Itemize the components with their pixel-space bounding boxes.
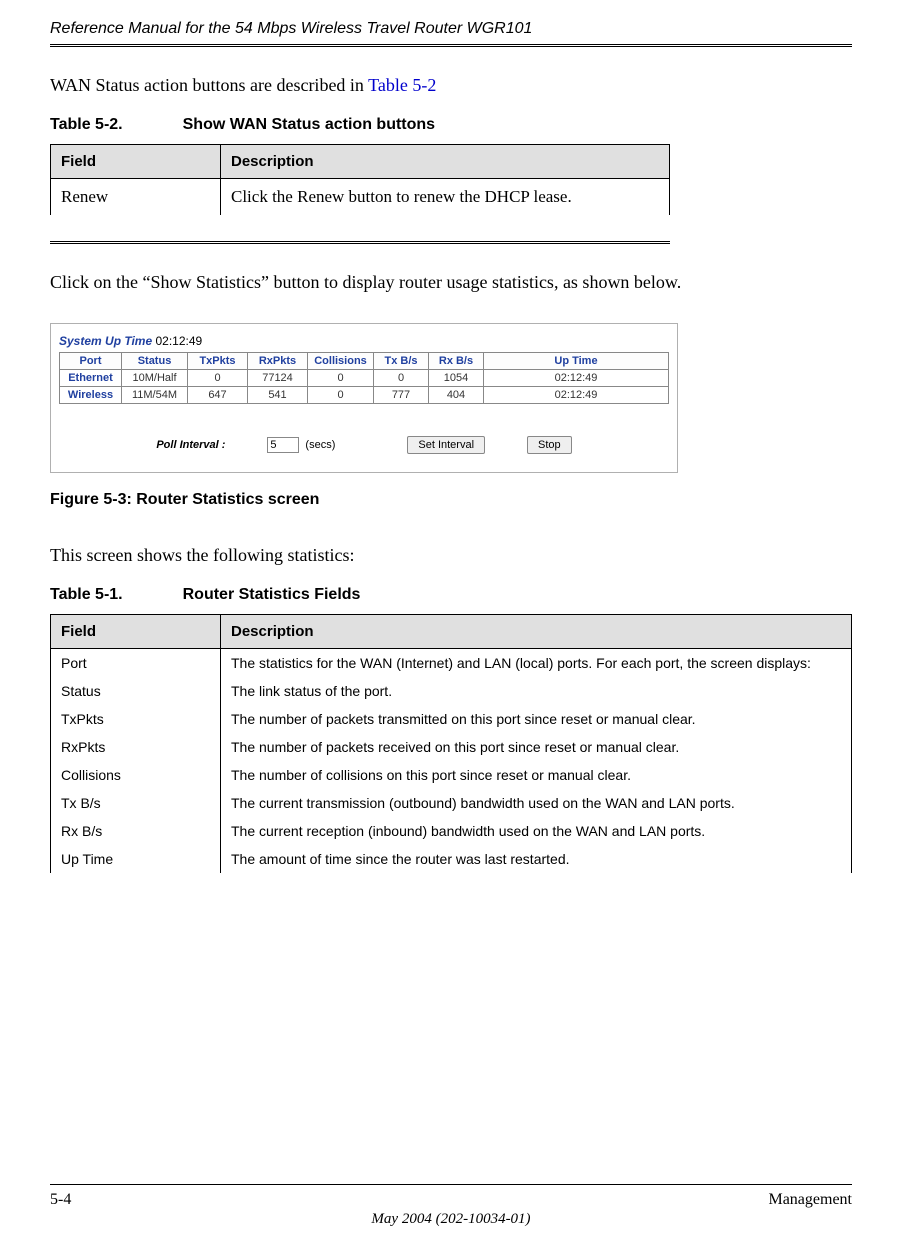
wan-table-title: Show WAN Status action buttons — [183, 116, 435, 133]
cell-field: Status — [51, 677, 221, 705]
stats-cell: 404 — [429, 387, 484, 404]
cell-desc: The number of packets received on this p… — [221, 733, 852, 761]
stats-cell: Ethernet — [60, 370, 122, 387]
footer-page-number: 5-4 — [50, 1191, 71, 1209]
table-bottom-rule — [50, 241, 670, 244]
stats-row-ethernet: Ethernet 10M/Half 0 77124 0 0 1054 02:12… — [60, 370, 669, 387]
table-row: Renew Click the Renew button to renew th… — [51, 179, 670, 216]
cell-desc: The link status of the port. — [221, 677, 852, 705]
poll-interval-unit: (secs) — [305, 439, 335, 451]
col-field: Field — [51, 615, 221, 649]
cell-field: TxPkts — [51, 705, 221, 733]
stats-cell: 0 — [308, 387, 374, 404]
cell-field: RxPkts — [51, 733, 221, 761]
stats-col-port: Port — [60, 353, 122, 370]
cell-desc: The number of packets transmitted on thi… — [221, 705, 852, 733]
show-statistics-text: Click on the “Show Statistics” button to… — [50, 272, 852, 293]
table-link[interactable]: Table 5-2 — [368, 75, 436, 95]
system-up-time: System Up Time 02:12:49 — [59, 330, 669, 352]
col-field: Field — [51, 145, 221, 179]
stats-header-row: Port Status TxPkts RxPkts Collisions Tx … — [60, 353, 669, 370]
stats-cell: 11M/54M — [122, 387, 188, 404]
sysup-value: 02:12:49 — [156, 334, 203, 348]
stats-col-txbs: Tx B/s — [374, 353, 429, 370]
stats-cell: 0 — [308, 370, 374, 387]
cell-field: Renew — [51, 179, 221, 216]
stats-col-uptime: Up Time — [484, 353, 669, 370]
table-row: Tx B/s The current transmission (outboun… — [51, 789, 852, 817]
cell-desc: The number of collisions on this port si… — [221, 761, 852, 789]
stop-button[interactable]: Stop — [527, 436, 572, 454]
stats-cell: 0 — [374, 370, 429, 387]
cell-field: Port — [51, 649, 221, 678]
stats-cell: 10M/Half — [122, 370, 188, 387]
table-row: TxPkts The number of packets transmitted… — [51, 705, 852, 733]
wan-table-caption: Table 5-2.Show WAN Status action buttons — [50, 116, 852, 134]
cell-desc: The current transmission (outbound) band… — [221, 789, 852, 817]
poll-interval-input[interactable] — [267, 437, 299, 453]
col-desc: Description — [221, 145, 670, 179]
footer-date: May 2004 (202-10034-01) — [50, 1211, 852, 1228]
cell-desc: Click the Renew button to renew the DHCP… — [221, 179, 670, 216]
stats-cell: 1054 — [429, 370, 484, 387]
stats-col-txpkts: TxPkts — [188, 353, 248, 370]
header-rule — [50, 44, 852, 47]
stats-cell: 77124 — [248, 370, 308, 387]
router-statistics-fields-table: Field Description Port The statistics fo… — [50, 614, 852, 873]
stats-cell: 0 — [188, 370, 248, 387]
figure-caption: Figure 5-3: Router Statistics screen — [50, 491, 852, 509]
fields-table-caption: Table 5-1.Router Statistics Fields — [50, 586, 852, 604]
set-interval-button[interactable]: Set Interval — [407, 436, 485, 454]
stats-col-rxbs: Rx B/s — [429, 353, 484, 370]
cell-field: Rx B/s — [51, 817, 221, 845]
stats-col-rxpkts: RxPkts — [248, 353, 308, 370]
wan-status-table: Field Description Renew Click the Renew … — [50, 144, 670, 215]
followup-text: This screen shows the following statisti… — [50, 545, 852, 566]
cell-field: Up Time — [51, 845, 221, 873]
cell-field: Tx B/s — [51, 789, 221, 817]
wan-table-number: Table 5-2. — [50, 116, 183, 134]
cell-desc: The current reception (inbound) bandwidt… — [221, 817, 852, 845]
poll-interval-label: Poll Interval : — [156, 439, 225, 451]
intro-text: WAN Status action buttons are described … — [50, 75, 368, 95]
cell-desc: The statistics for the WAN (Internet) an… — [221, 649, 852, 678]
cell-field: Collisions — [51, 761, 221, 789]
stats-col-collisions: Collisions — [308, 353, 374, 370]
table-row: Port The statistics for the WAN (Interne… — [51, 649, 852, 678]
stats-cell: 777 — [374, 387, 429, 404]
table-row: Up Time The amount of time since the rou… — [51, 845, 852, 873]
table-row: Rx B/s The current reception (inbound) b… — [51, 817, 852, 845]
stats-cell: 02:12:49 — [484, 387, 669, 404]
stats-cell: 02:12:49 — [484, 370, 669, 387]
table-header-row: Field Description — [51, 145, 670, 179]
stats-row-wireless: Wireless 11M/54M 647 541 0 777 404 02:12… — [60, 387, 669, 404]
table-row: RxPkts The number of packets received on… — [51, 733, 852, 761]
table-row: Status The link status of the port. — [51, 677, 852, 705]
sysup-label: System Up Time — [59, 334, 152, 348]
statistics-table: Port Status TxPkts RxPkts Collisions Tx … — [59, 352, 669, 404]
footer-section: Management — [768, 1191, 852, 1209]
stats-cell: 647 — [188, 387, 248, 404]
intro-paragraph: WAN Status action buttons are described … — [50, 75, 852, 96]
page-footer: 5-4 Management May 2004 (202-10034-01) — [50, 1184, 852, 1228]
fields-table-title: Router Statistics Fields — [183, 586, 361, 603]
cell-desc: The amount of time since the router was … — [221, 845, 852, 873]
stats-cell: 541 — [248, 387, 308, 404]
stats-col-status: Status — [122, 353, 188, 370]
doc-header-title: Reference Manual for the 54 Mbps Wireles… — [50, 20, 852, 44]
col-desc: Description — [221, 615, 852, 649]
stats-cell: Wireless — [60, 387, 122, 404]
table-row: Collisions The number of collisions on t… — [51, 761, 852, 789]
poll-interval-row: Poll Interval : (secs) Set Interval Stop — [59, 436, 669, 454]
footer-rule — [50, 1184, 852, 1185]
table-header-row: Field Description — [51, 615, 852, 649]
fields-table-number: Table 5-1. — [50, 586, 183, 604]
router-statistics-screenshot: System Up Time 02:12:49 Port Status TxPk… — [50, 323, 678, 473]
